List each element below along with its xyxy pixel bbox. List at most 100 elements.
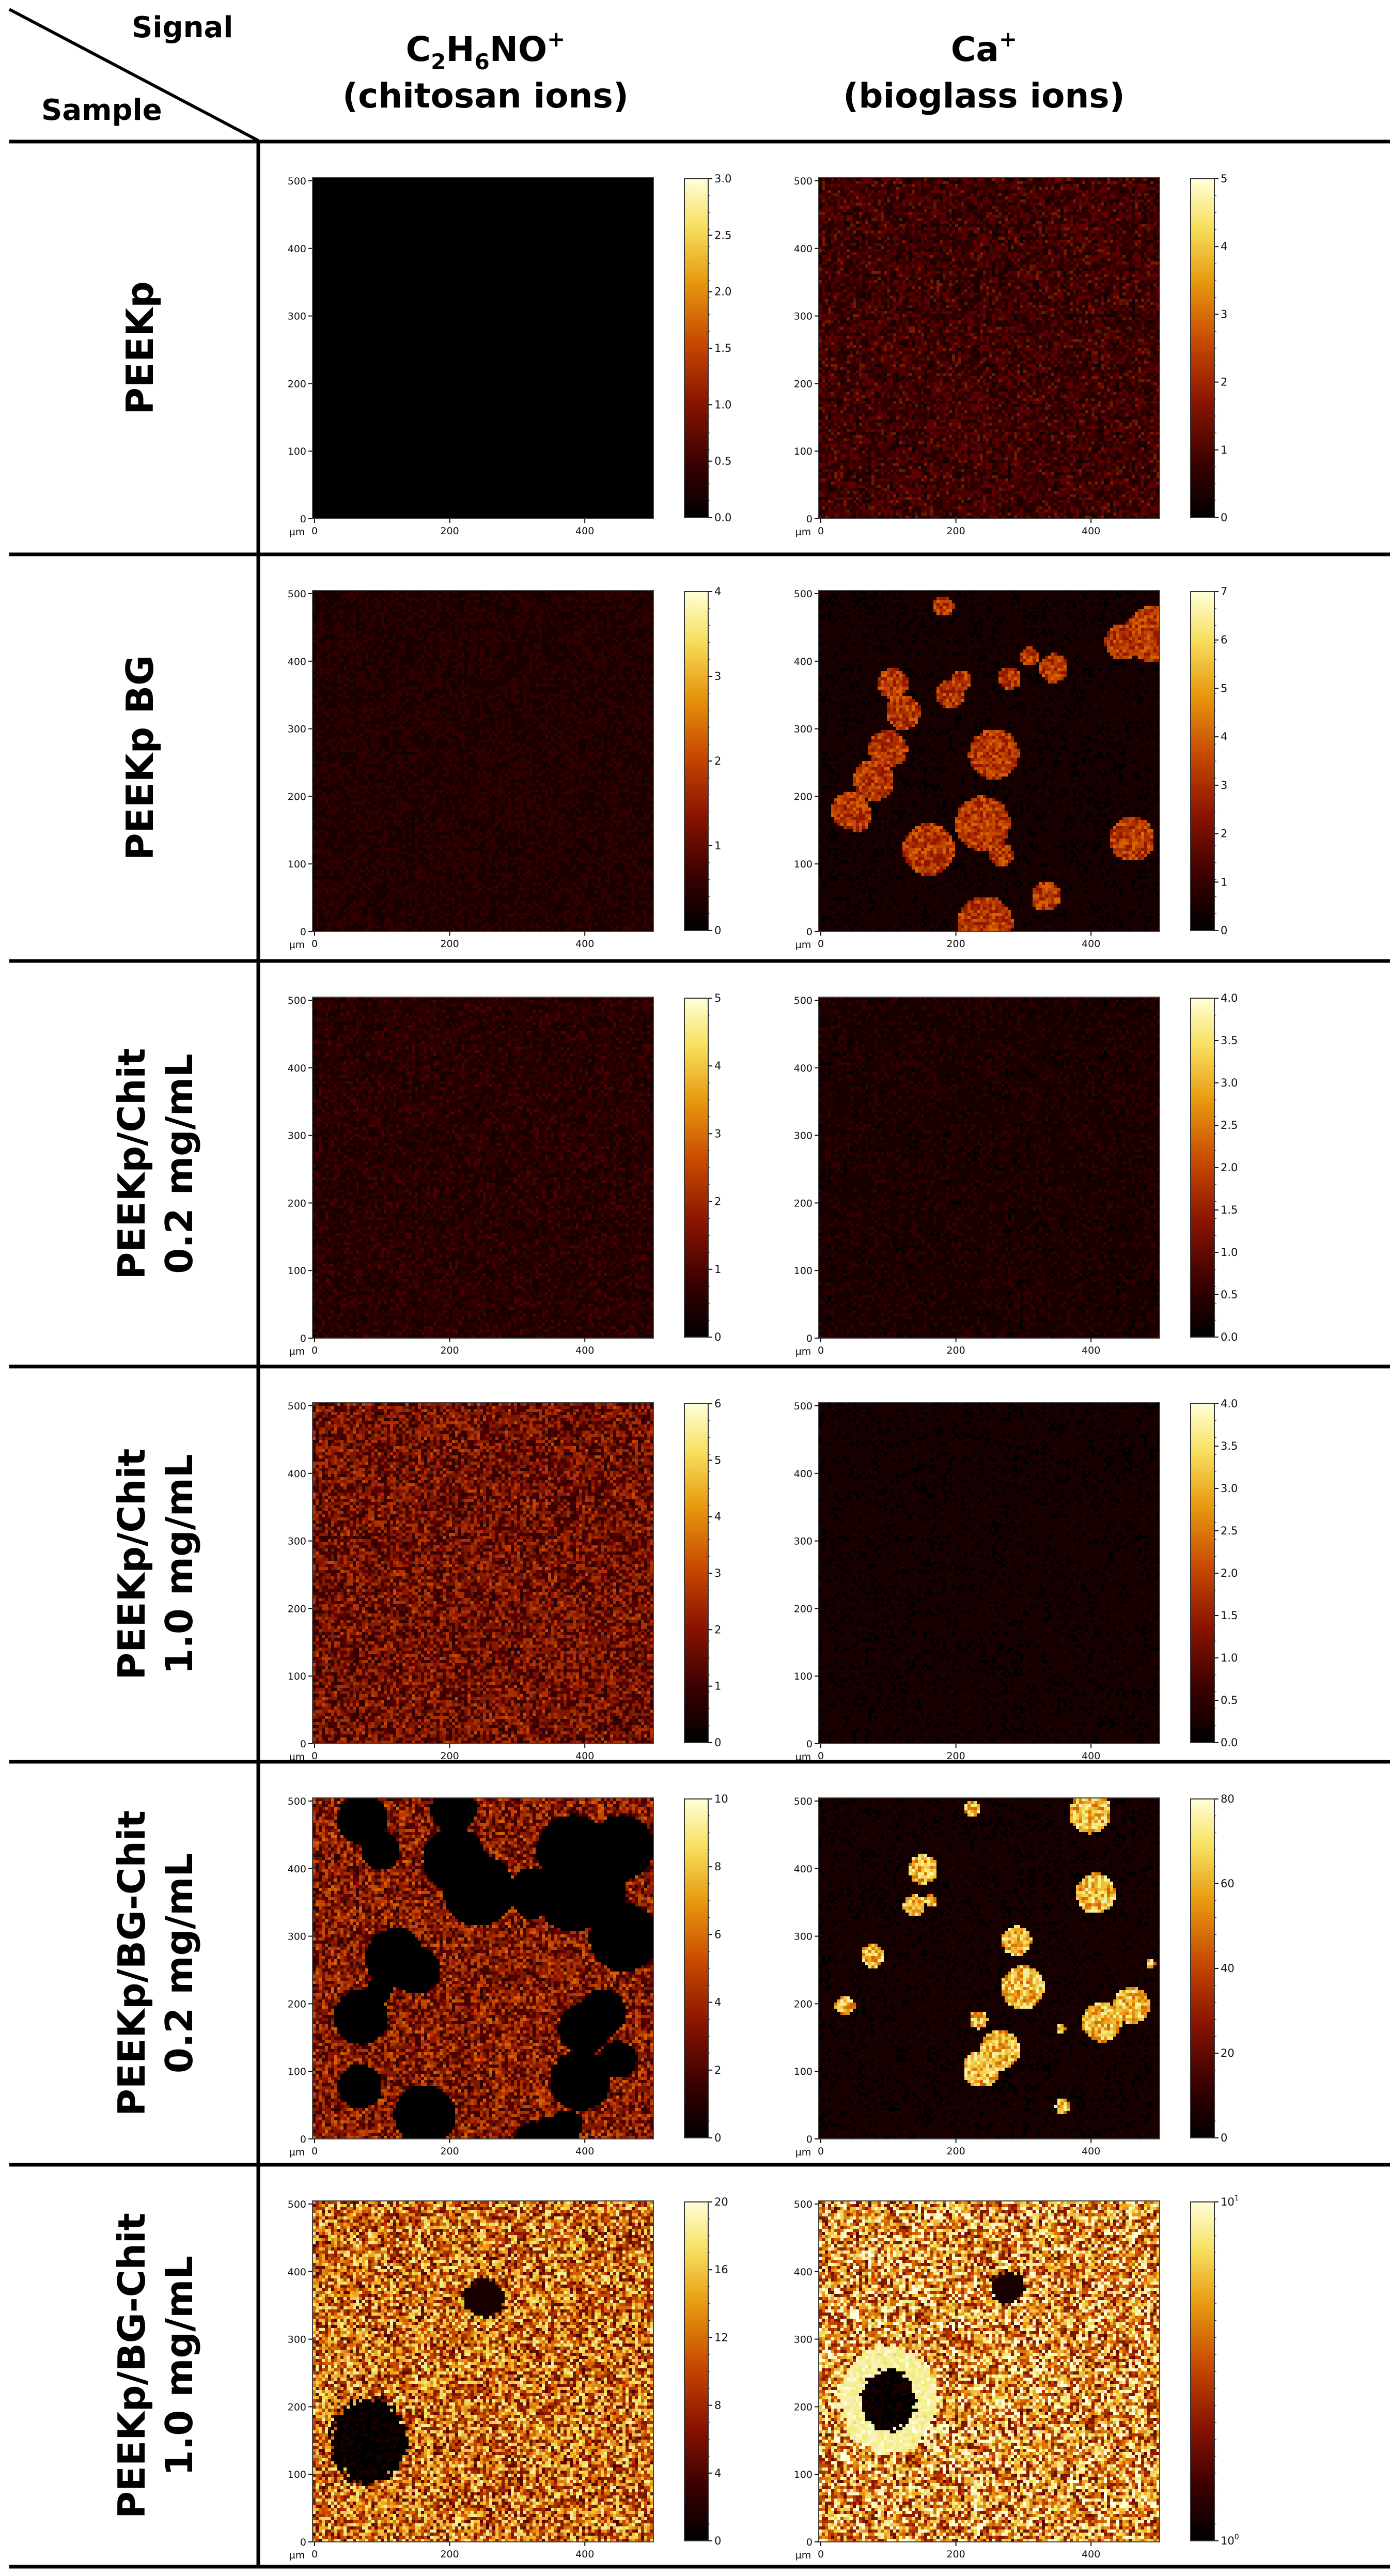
y-tick-label: 200 bbox=[794, 1198, 813, 1209]
sample-row-label-line: 0.2 mg/mL bbox=[158, 1053, 201, 1274]
colorbar-gradient bbox=[1190, 998, 1215, 1338]
y-tick-label: 0 bbox=[806, 514, 813, 525]
corner-signal-label: Signal bbox=[132, 11, 233, 44]
chitosan-map-pixel-group bbox=[313, 1403, 653, 1744]
calcium-map-axes: 0 100 200 300 400 500 0 200 400 µm bbox=[794, 588, 1101, 951]
colorbar-tick-label: 0 bbox=[714, 1331, 721, 1343]
chitosan-map-axes: 0 100 200 300 400 500 0 200 400 µm bbox=[288, 2199, 595, 2561]
calcium-map-pixel-group bbox=[819, 2201, 1160, 2542]
colorbar-tick-label: 0 bbox=[714, 924, 721, 937]
colorbar-tick-label: 12 bbox=[714, 2331, 728, 2344]
x-tick-label: 0 bbox=[311, 1750, 318, 1762]
sample-row-label: PEEKp/BG-Chit 0.2 mg/mL bbox=[110, 1810, 201, 2116]
colorbar-tick-label: 0.5 bbox=[1221, 1694, 1238, 1706]
colorbar-tick-label: 0.5 bbox=[1221, 1289, 1238, 1301]
colorbar-tick-label: 3.0 bbox=[1221, 1077, 1238, 1089]
calcium-map-pixel-group bbox=[819, 2201, 1160, 2542]
colorbar-tick-label: 20 bbox=[714, 2196, 728, 2208]
colorbar-tick-label: 2 bbox=[714, 1196, 721, 1208]
calcium-map-pixels bbox=[819, 178, 1160, 519]
colorbar-tick-label: 3 bbox=[714, 670, 721, 682]
chitosan-formula: C2H6NO+ bbox=[406, 26, 566, 74]
x-tick-label: 200 bbox=[440, 1750, 459, 1762]
colorbar-gradient bbox=[1190, 2201, 1215, 2541]
sample-row-label: PEEKp/Chit 0.2 mg/mL bbox=[110, 1048, 201, 1280]
y-tick-label: 0 bbox=[806, 1739, 813, 1750]
chitosan-map-frame bbox=[312, 1402, 654, 1744]
y-tick-label: 200 bbox=[794, 378, 813, 390]
chitosan-map-colorbar: 0.0 0.5 1.0 1.5 2.0 2.5 3.0 bbox=[684, 173, 731, 524]
bioglass-formula: Ca+ bbox=[951, 26, 1017, 69]
x-tick-label: 200 bbox=[946, 2146, 965, 2157]
y-tick-label: 200 bbox=[288, 1603, 306, 1615]
y-tick-label: 300 bbox=[794, 1130, 813, 1142]
chitosan-map-pixel-group bbox=[313, 2201, 650, 2542]
y-tick-label: 400 bbox=[794, 1063, 813, 1074]
colorbar-tick-label: 0 bbox=[714, 2132, 721, 2144]
colorbar-tick-label: 2.0 bbox=[1221, 1567, 1238, 1579]
sample-row-label-line: PEEKp/BG-Chit bbox=[110, 1810, 153, 2116]
sample-row-label-line: PEEKp BG bbox=[118, 655, 162, 861]
y-tick-label: 500 bbox=[794, 588, 813, 600]
y-tick-label: 400 bbox=[794, 243, 813, 255]
chitosan-map-pixels bbox=[313, 178, 653, 519]
calcium-map-pixel-group bbox=[819, 2201, 1160, 2542]
sample-row-label: PEEKp/Chit 1.0 mg/mL bbox=[110, 1449, 201, 1680]
colorbar-tick-label: 1.0 bbox=[1221, 1652, 1238, 1664]
colorbar-tick-label: 8 bbox=[714, 2399, 721, 2412]
y-tick-label: 300 bbox=[288, 724, 306, 735]
chitosan-map: 0 100 200 300 400 500 0 200 400 µm 0 1 2 3 4 5 bbox=[288, 992, 722, 1357]
x-tick-label: 400 bbox=[1082, 1750, 1100, 1762]
y-tick-label: 500 bbox=[288, 176, 306, 187]
x-tick-label: 400 bbox=[1082, 2146, 1100, 2157]
y-tick-label: 400 bbox=[288, 1864, 306, 1875]
column-header-bioglass: Ca+ (bioglass ions) bbox=[843, 26, 1125, 116]
colorbar-tick-label: 1.5 bbox=[714, 342, 731, 354]
y-tick-label: 400 bbox=[794, 2267, 813, 2278]
bioglass-subtitle: (bioglass ions) bbox=[843, 76, 1125, 116]
y-tick-label: 200 bbox=[794, 1998, 813, 2010]
colorbar-tick-label: 4 bbox=[714, 1996, 721, 2009]
chitosan-map-pixel-group bbox=[313, 1798, 653, 2139]
y-tick-label: 200 bbox=[288, 378, 306, 390]
y-tick-label: 100 bbox=[794, 1265, 813, 1277]
colorbar-tick-label: 0.0 bbox=[714, 511, 731, 524]
y-tick-label: 500 bbox=[794, 1401, 813, 1412]
colorbar-tick-label: 4 bbox=[714, 1511, 721, 1523]
x-tick-label: 0 bbox=[311, 1345, 318, 1356]
calcium-map-frame bbox=[818, 1402, 1160, 1744]
colorbar-tick-label: 1 bbox=[1221, 876, 1227, 888]
y-tick-label: 300 bbox=[288, 311, 306, 322]
x-tick-label: 200 bbox=[440, 525, 459, 537]
calcium-map-pixel-group bbox=[905, 1817, 1122, 2058]
x-tick-label: 0 bbox=[818, 525, 824, 537]
colorbar-tick-label: 0 bbox=[1221, 2132, 1227, 2144]
axis-unit-label: µm bbox=[795, 1346, 811, 1357]
y-tick-label: 100 bbox=[794, 859, 813, 870]
y-tick-label: 0 bbox=[806, 926, 813, 938]
x-tick-label: 200 bbox=[946, 1345, 965, 1356]
chitosan-map-pixel-group bbox=[313, 2201, 653, 2542]
x-tick-label: 400 bbox=[1082, 1345, 1100, 1356]
y-tick-label: 100 bbox=[794, 2066, 813, 2077]
chitosan-map-pixels bbox=[313, 1798, 653, 2139]
colorbar-tick-label: 8 bbox=[714, 1860, 721, 1873]
calcium-map: 0 100 200 300 400 500 0 200 400 µm 0 20 40 60 80 bbox=[794, 1793, 1235, 2158]
colorbar-gradient bbox=[684, 2201, 709, 2541]
y-tick-label: 200 bbox=[288, 1198, 306, 1209]
colorbar-tick-label: 16 bbox=[714, 2263, 728, 2276]
colorbar-gradient bbox=[1190, 591, 1215, 931]
y-tick-label: 100 bbox=[288, 1265, 306, 1277]
colorbar-tick-label: 1 bbox=[714, 1680, 721, 1693]
chitosan-map-colorbar: 0 4 8 12 16 20 bbox=[684, 2196, 728, 2547]
colorbar-tick-label: 2 bbox=[1221, 828, 1227, 840]
sample-row-label-line: 1.0 mg/mL bbox=[158, 1454, 201, 1674]
calcium-map-axes: 0 100 200 300 400 500 0 200 400 µm bbox=[794, 1401, 1101, 1763]
colorbar-tick-label: 2 bbox=[714, 2064, 721, 2076]
sample-row-label: PEEKp bbox=[118, 281, 162, 414]
calcium-map-axes: 0 100 200 300 400 500 0 200 400 µm bbox=[794, 176, 1101, 538]
x-tick-label: 400 bbox=[575, 1750, 594, 1762]
y-tick-label: 500 bbox=[288, 1796, 306, 1807]
chitosan-map-pixels bbox=[313, 1403, 653, 1744]
